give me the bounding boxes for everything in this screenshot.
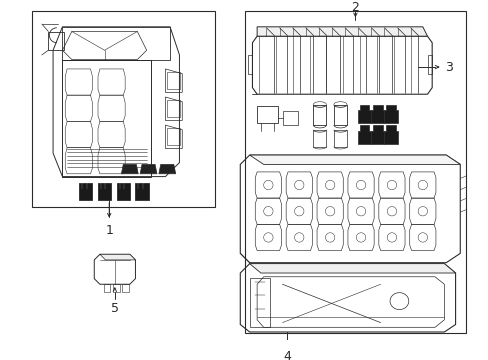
Polygon shape — [98, 183, 111, 200]
Polygon shape — [249, 155, 459, 165]
Bar — [167, 128, 180, 145]
Polygon shape — [370, 104, 384, 123]
Bar — [333, 104, 346, 125]
Polygon shape — [135, 183, 148, 200]
Bar — [103, 284, 110, 292]
Polygon shape — [257, 27, 427, 36]
Polygon shape — [358, 125, 370, 144]
Bar — [32, 11, 215, 207]
Text: 4: 4 — [283, 350, 290, 360]
Bar — [313, 130, 325, 147]
Text: 2: 2 — [351, 1, 359, 14]
Polygon shape — [358, 104, 370, 123]
Bar — [122, 284, 129, 292]
Polygon shape — [384, 125, 397, 144]
Polygon shape — [159, 165, 175, 174]
Text: 3: 3 — [444, 60, 452, 73]
Bar — [313, 104, 325, 125]
Polygon shape — [79, 183, 92, 200]
Polygon shape — [140, 165, 157, 174]
Polygon shape — [100, 254, 135, 260]
Bar — [113, 284, 119, 292]
Bar — [167, 100, 180, 117]
Bar — [167, 72, 180, 89]
Polygon shape — [249, 264, 455, 273]
Bar — [333, 130, 346, 147]
Polygon shape — [384, 104, 397, 123]
Bar — [244, 11, 465, 333]
Polygon shape — [370, 125, 384, 144]
Text: 1: 1 — [105, 224, 113, 237]
Polygon shape — [117, 183, 130, 200]
Text: 5: 5 — [111, 302, 119, 315]
Polygon shape — [121, 165, 138, 174]
